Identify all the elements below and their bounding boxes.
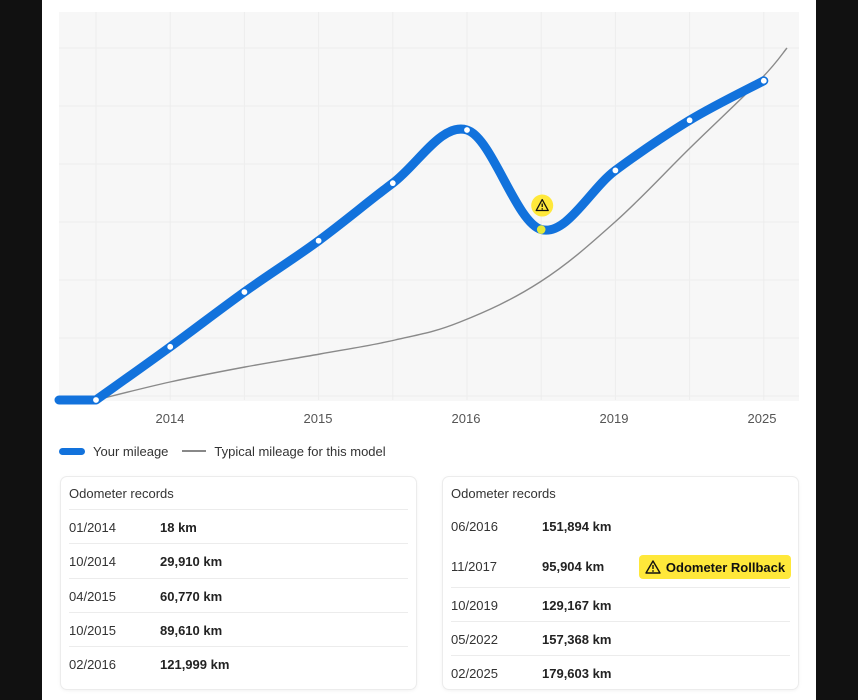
x-tick-label: 2016	[452, 411, 481, 426]
warning-triangle-icon	[535, 198, 549, 212]
data-point[interactable]	[91, 395, 101, 405]
legend-label-your-mileage: Your mileage	[93, 443, 169, 459]
record-value: 151,894 km	[542, 518, 612, 534]
data-point[interactable]	[388, 178, 398, 188]
your-mileage-line	[54, 76, 769, 405]
badge-label: Odometer Rollback	[665, 559, 786, 575]
data-point[interactable]	[240, 287, 249, 297]
table-row: 10/2015 89,610 km	[69, 612, 408, 647]
record-date: 02/2016	[69, 656, 116, 672]
record-value: 121,999 km	[160, 656, 230, 672]
x-axis-ticks: 2014 2015 2016 2019 2025	[156, 411, 777, 426]
table-row: 06/2016 151,894 km	[451, 509, 790, 543]
data-point[interactable]	[611, 166, 620, 175]
record-value: 18 km	[160, 519, 197, 535]
legend-label-typical: Typical mileage for this model	[214, 443, 386, 459]
record-value: 89,610 km	[160, 622, 223, 638]
data-point[interactable]	[685, 115, 694, 125]
mileage-points	[91, 76, 769, 405]
data-point[interactable]	[165, 342, 175, 352]
odometer-rollback-badge[interactable]: Odometer Rollback	[639, 555, 791, 579]
x-tick-label: 2025	[748, 411, 777, 426]
x-tick-label: 2015	[304, 411, 333, 426]
data-point[interactable]	[759, 76, 769, 86]
table-row: 05/2022 157,368 km	[451, 621, 790, 656]
table-row: 04/2015 60,770 km	[69, 578, 408, 613]
record-value: 179,603 km	[542, 665, 612, 681]
record-value: 95,904 km	[542, 558, 605, 574]
record-date: 11/2017	[451, 558, 498, 574]
mileage-chart: 2014 2015 2016 2019 2025	[54, 47, 788, 426]
table-row: 01/2014 18 km	[69, 509, 408, 544]
typical-mileage-line	[95, 47, 788, 401]
record-date: 10/2014	[69, 553, 116, 569]
record-date: 10/2015	[69, 622, 116, 638]
record-date: 10/2019	[451, 597, 498, 613]
table-row: 10/2014 29,910 km	[69, 543, 408, 578]
table-row: 11/2017 95,904 km	[451, 549, 790, 583]
data-point[interactable]	[536, 225, 546, 234]
odometer-records-card-left: Odometer records 01/2014 18 km 10/2014 2…	[61, 477, 416, 689]
record-date: 05/2022	[451, 631, 498, 647]
table-row: 02/2025 179,603 km	[451, 655, 790, 690]
record-value: 60,770 km	[160, 588, 223, 604]
card-title: Odometer records	[69, 486, 174, 501]
record-value: 129,167 km	[542, 597, 612, 613]
table-row: 02/2016 121,999 km	[69, 646, 408, 681]
record-date: 04/2015	[69, 588, 116, 604]
legend-swatch-your-mileage	[59, 447, 85, 455]
data-point[interactable]	[314, 236, 323, 246]
record-date: 01/2014	[69, 519, 116, 535]
record-date: 06/2016	[451, 518, 498, 534]
warning-triangle-icon	[645, 560, 661, 574]
chart-legend: Your mileage Typical mileage for this mo…	[59, 441, 386, 461]
record-date: 02/2025	[451, 665, 498, 681]
x-tick-label: 2014	[156, 411, 185, 426]
record-value: 29,910 km	[160, 553, 223, 569]
legend-swatch-typical	[182, 450, 207, 452]
odometer-records-card-right: Odometer records 06/2016 151,894 km 11/2…	[443, 477, 798, 689]
record-value: 157,368 km	[542, 631, 612, 647]
x-tick-label: 2019	[600, 411, 629, 426]
rollback-warning-marker[interactable]	[531, 194, 554, 217]
table-row: 10/2019 129,167 km	[451, 587, 790, 622]
data-point[interactable]	[462, 125, 472, 135]
card-title: Odometer records	[451, 486, 556, 501]
